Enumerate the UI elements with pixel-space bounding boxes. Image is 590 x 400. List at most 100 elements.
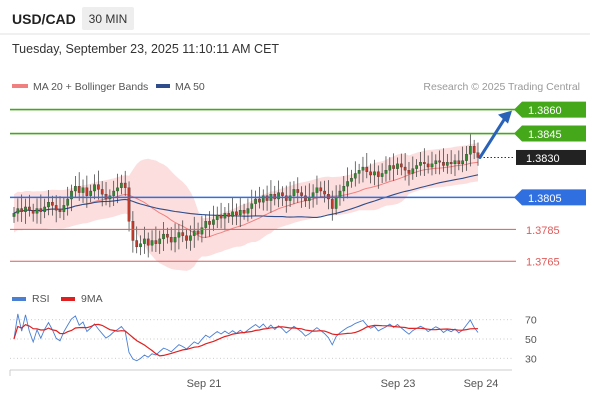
candle-body bbox=[162, 233, 165, 240]
candle-body bbox=[208, 221, 211, 225]
candle-body bbox=[166, 233, 169, 238]
candle-body bbox=[212, 219, 215, 225]
candle-body bbox=[449, 162, 453, 165]
candle-body bbox=[292, 189, 296, 196]
level-label-resistance: 1.3845 bbox=[528, 129, 562, 141]
ma20-line bbox=[13, 161, 479, 238]
candle-body bbox=[200, 227, 204, 235]
candle-body bbox=[81, 187, 85, 193]
candle-body bbox=[27, 206, 31, 211]
candle-body bbox=[146, 238, 150, 246]
candle-body bbox=[300, 192, 303, 196]
price-chart bbox=[12, 134, 480, 271]
candle-body bbox=[173, 237, 177, 243]
timestamp-text: Tuesday, September 23, 2025 11:10:11 AM … bbox=[12, 42, 279, 56]
candle-body bbox=[403, 166, 407, 171]
candle-body bbox=[150, 240, 154, 246]
candle-body bbox=[154, 240, 158, 244]
candle-body bbox=[158, 238, 162, 244]
candle-body bbox=[35, 208, 39, 214]
level-tag-pivot bbox=[514, 189, 586, 206]
candle-body bbox=[20, 208, 24, 212]
candle-body bbox=[223, 213, 227, 219]
candle-body bbox=[112, 190, 116, 196]
candle-body bbox=[100, 189, 104, 195]
candle-body bbox=[334, 197, 338, 209]
candle-body bbox=[12, 213, 16, 217]
candle-body bbox=[438, 160, 441, 163]
candle-body bbox=[338, 190, 342, 198]
candle-body bbox=[135, 240, 139, 248]
candle-body bbox=[204, 221, 208, 228]
level-label-resistance: 1.3860 bbox=[528, 105, 562, 117]
candle-body bbox=[384, 170, 388, 174]
candle-body bbox=[261, 195, 265, 203]
candle-body bbox=[143, 238, 146, 244]
candle-body bbox=[104, 194, 108, 200]
candle-body bbox=[453, 160, 457, 165]
rsi-ma-legend-swatch bbox=[61, 297, 75, 301]
candle-body bbox=[346, 181, 349, 187]
candle-body bbox=[85, 187, 89, 196]
candle-body bbox=[277, 192, 280, 200]
candle-body bbox=[39, 208, 43, 212]
candle-body bbox=[177, 232, 181, 238]
candle-body bbox=[330, 198, 334, 209]
candle-body bbox=[465, 154, 468, 161]
candle-body bbox=[445, 162, 449, 166]
candle-body bbox=[419, 162, 422, 166]
source-credit: Research © 2025 Trading Central bbox=[423, 81, 580, 93]
candle-body bbox=[189, 235, 192, 241]
candle-body bbox=[227, 213, 231, 217]
level-label-support: 1.3785 bbox=[526, 225, 560, 237]
candle-body bbox=[47, 202, 50, 208]
last-price-tag bbox=[516, 149, 586, 165]
rsi-legend-swatch bbox=[12, 297, 26, 301]
candle-body bbox=[376, 171, 380, 177]
candle-body bbox=[468, 146, 472, 155]
timeframe-label: 30 MIN bbox=[89, 12, 128, 26]
candle-body bbox=[407, 170, 411, 174]
x-tick-label-sep24: Sep 24 bbox=[464, 378, 499, 390]
candle-body bbox=[399, 163, 403, 168]
forecast-arrow-head bbox=[498, 110, 512, 124]
candle-body bbox=[31, 210, 35, 214]
candle-body bbox=[246, 208, 250, 214]
candle-body bbox=[327, 194, 330, 200]
candle-body bbox=[54, 205, 58, 211]
candle-body bbox=[357, 170, 361, 174]
candle-body bbox=[388, 165, 392, 171]
candle-body bbox=[24, 206, 27, 212]
candle-body bbox=[380, 173, 384, 177]
ma50-legend-swatch bbox=[156, 84, 170, 88]
level-label-pivot: 1.3805 bbox=[528, 193, 562, 205]
candle-body bbox=[93, 184, 96, 192]
level-tag-resistance bbox=[514, 125, 586, 142]
candle-body bbox=[254, 198, 257, 204]
candle-body bbox=[273, 194, 277, 200]
candle-body bbox=[235, 211, 238, 216]
last-price-label: 1.3830 bbox=[526, 153, 560, 165]
candle-body bbox=[43, 206, 47, 212]
candle-body bbox=[97, 184, 100, 190]
candle-body bbox=[350, 178, 353, 182]
candle-body bbox=[411, 168, 415, 174]
candle-body bbox=[215, 214, 219, 220]
ma20-legend-label: MA 20 + Bollinger Bands bbox=[33, 81, 148, 93]
candle-body bbox=[169, 237, 173, 243]
level-label-support: 1.3765 bbox=[526, 257, 560, 269]
timeframe-chip[interactable] bbox=[82, 7, 134, 30]
rsi-ma-line bbox=[13, 323, 478, 357]
candle-body bbox=[120, 182, 123, 188]
symbol-title: USD/CAD bbox=[12, 11, 76, 27]
candle-body bbox=[373, 171, 376, 176]
candle-body bbox=[127, 187, 131, 222]
candle-body bbox=[219, 214, 223, 219]
x-tick-label-sep23: Sep 23 bbox=[381, 378, 416, 390]
candle-body bbox=[89, 190, 93, 196]
ma50-legend-label: MA 50 bbox=[175, 81, 205, 93]
candle-body bbox=[323, 190, 326, 195]
levels-layer: 1.3860 1.3845 1.3830 1.3805 1.3785 1.3765 bbox=[10, 101, 586, 269]
candle-body bbox=[185, 235, 188, 241]
rsi-line bbox=[13, 313, 479, 362]
